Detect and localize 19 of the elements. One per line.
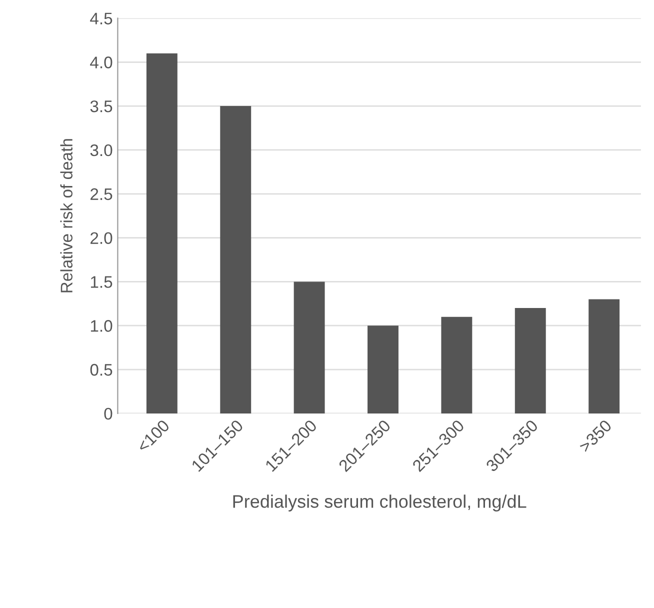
y-tick-label: 2.0 [90,232,112,244]
bar [588,299,620,414]
y-tick-label: 0.5 [90,364,112,376]
y-tick-label: 0 [104,408,112,420]
y-tick-label: 1.5 [90,276,112,288]
y-tick-label: 4.0 [90,56,112,68]
bar [514,308,546,414]
bar [294,282,325,414]
y-tick-label: 3.0 [90,144,112,156]
bar [441,316,472,414]
bar [220,106,252,414]
bar [368,326,398,414]
y-tick-label: 1.0 [90,320,112,332]
y-tick-label: 3.5 [90,100,112,112]
y-axis-title: Relative risk of death [60,139,73,292]
x-axis-title: Predialysis serum cholesterol, mg/dL [233,494,526,512]
y-tick-label: 2.5 [90,188,112,200]
bar [146,53,178,414]
y-tick-label: 4.5 [90,12,112,24]
